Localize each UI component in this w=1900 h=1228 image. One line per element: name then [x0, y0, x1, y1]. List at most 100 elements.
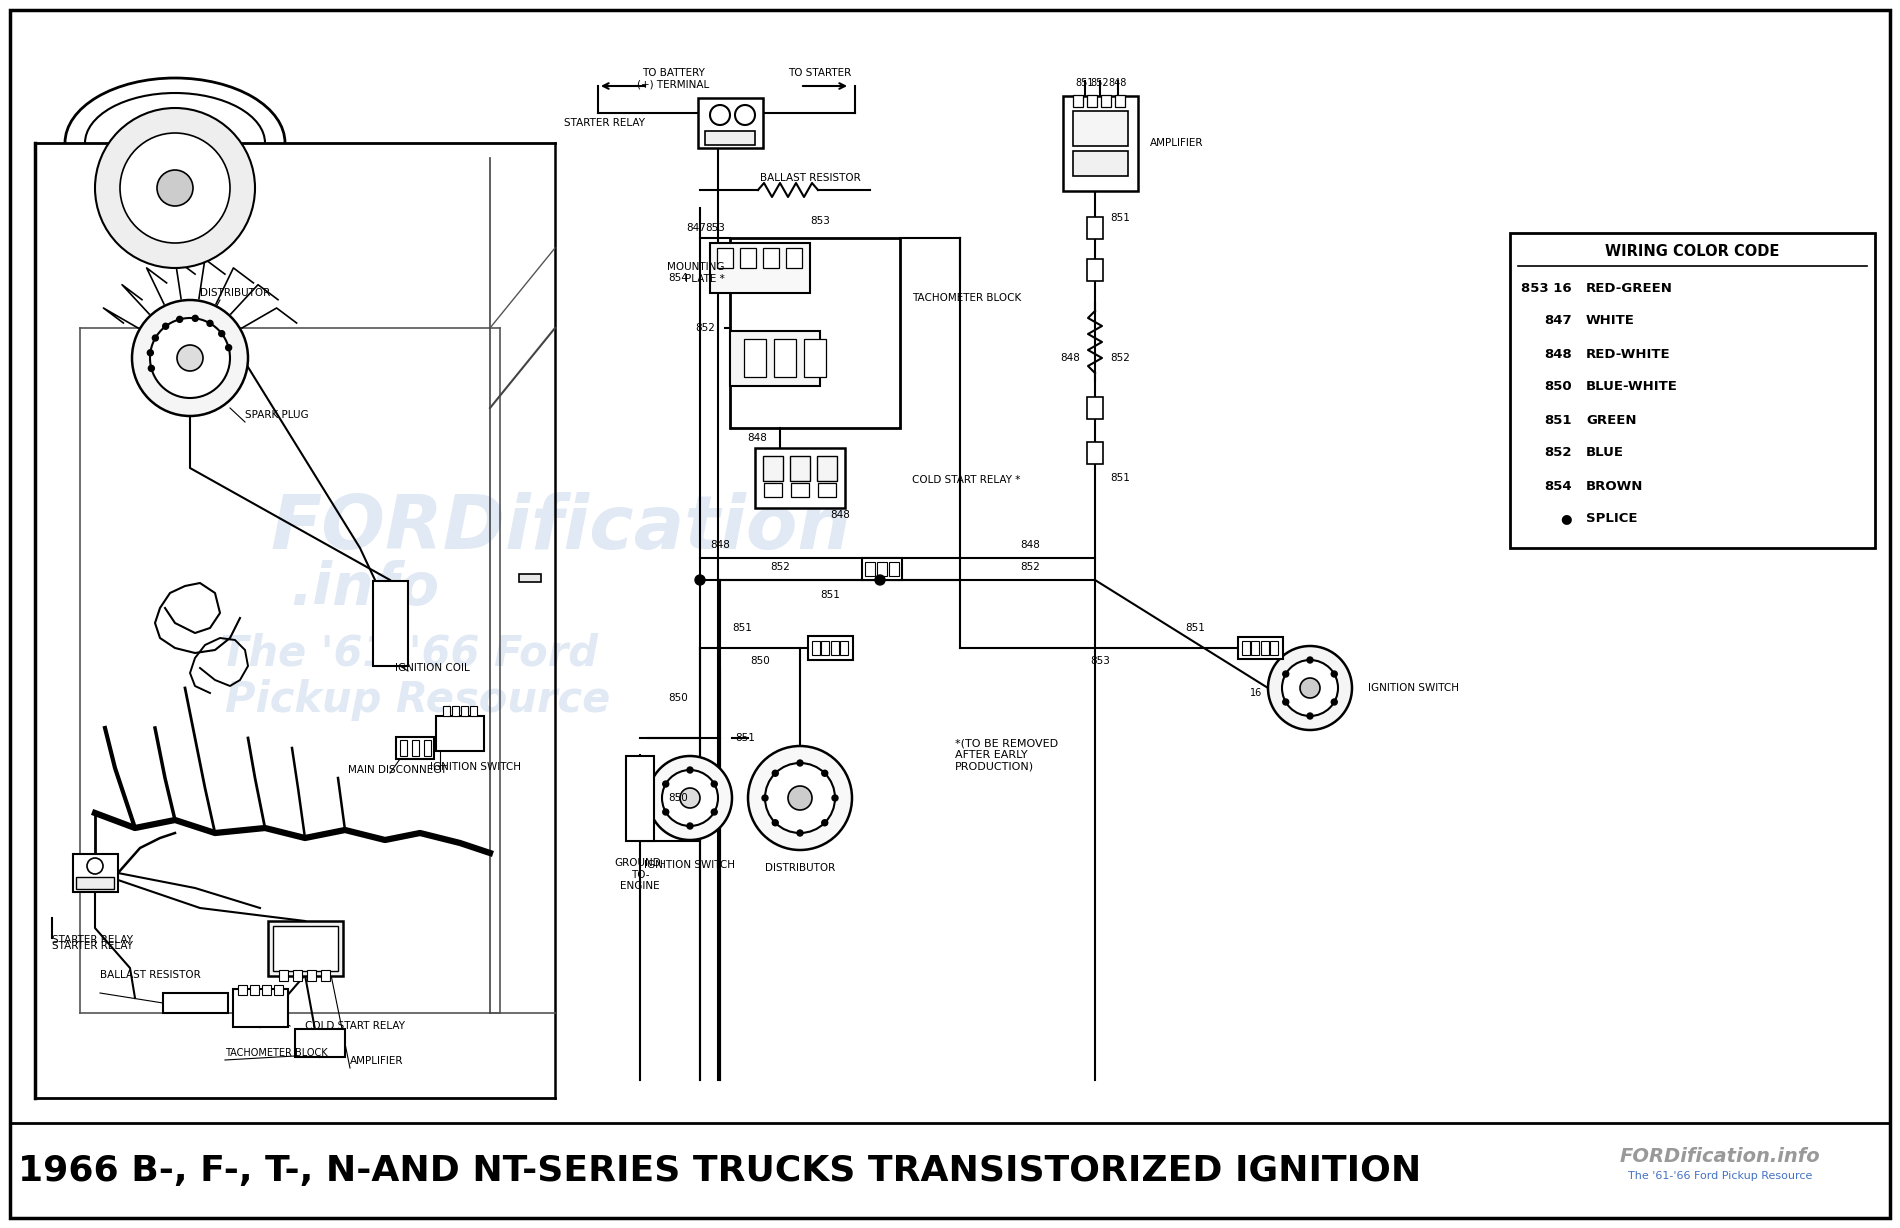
- Bar: [1087, 259, 1104, 281]
- Text: 853: 853: [705, 223, 726, 233]
- Bar: [238, 985, 247, 995]
- Circle shape: [1267, 646, 1353, 729]
- Circle shape: [87, 858, 103, 874]
- Bar: [1269, 641, 1279, 655]
- Bar: [1262, 641, 1269, 655]
- Bar: [1237, 637, 1283, 659]
- Text: 847: 847: [1545, 314, 1571, 328]
- Circle shape: [177, 317, 182, 323]
- Bar: [262, 985, 270, 995]
- Text: STARTER RELAY: STARTER RELAY: [51, 935, 133, 946]
- Bar: [412, 740, 418, 756]
- Circle shape: [663, 781, 669, 787]
- Circle shape: [1282, 659, 1338, 716]
- Circle shape: [711, 106, 730, 125]
- Bar: [1062, 96, 1138, 190]
- Circle shape: [207, 321, 213, 327]
- Circle shape: [680, 788, 699, 808]
- Text: TO STARTER: TO STARTER: [788, 68, 851, 79]
- Bar: [306, 969, 315, 980]
- Text: RED-GREEN: RED-GREEN: [1586, 281, 1672, 295]
- Bar: [764, 248, 779, 268]
- Text: 848: 848: [1020, 540, 1039, 550]
- Bar: [268, 921, 342, 975]
- Bar: [435, 716, 484, 750]
- Bar: [739, 248, 756, 268]
- Bar: [764, 456, 783, 480]
- Bar: [808, 636, 853, 659]
- Bar: [711, 243, 809, 293]
- Circle shape: [749, 745, 851, 850]
- Circle shape: [1332, 699, 1338, 705]
- Circle shape: [95, 108, 255, 268]
- Text: Pickup Resource: Pickup Resource: [224, 679, 610, 721]
- Circle shape: [688, 768, 694, 772]
- Text: 847: 847: [686, 223, 707, 233]
- Circle shape: [120, 133, 230, 243]
- Text: WHITE: WHITE: [1586, 314, 1634, 328]
- Circle shape: [1300, 678, 1320, 698]
- Bar: [821, 641, 828, 655]
- Circle shape: [648, 756, 732, 840]
- Circle shape: [218, 330, 224, 336]
- Circle shape: [832, 795, 838, 801]
- Text: 851: 851: [1075, 79, 1094, 88]
- Text: FORDification.info: FORDification.info: [1619, 1147, 1820, 1165]
- Circle shape: [821, 820, 828, 825]
- Circle shape: [771, 770, 779, 776]
- Bar: [790, 456, 809, 480]
- Text: IGNITION COIL: IGNITION COIL: [395, 663, 469, 673]
- Circle shape: [177, 345, 203, 371]
- Bar: [840, 641, 847, 655]
- Circle shape: [876, 575, 885, 585]
- Text: 851: 851: [1545, 414, 1571, 426]
- Bar: [249, 985, 258, 995]
- Bar: [469, 706, 477, 716]
- Bar: [811, 641, 821, 655]
- Text: IGNITION SWITCH: IGNITION SWITCH: [1368, 683, 1459, 693]
- Text: 1966 B-, F-, T-, N-AND NT-SERIES TRUCKS TRANSISTORIZED IGNITION: 1966 B-, F-, T-, N-AND NT-SERIES TRUCKS …: [19, 1154, 1421, 1187]
- Bar: [1115, 95, 1125, 107]
- Circle shape: [796, 830, 804, 836]
- Text: COLD START RELAY: COLD START RELAY: [306, 1020, 405, 1032]
- Bar: [730, 238, 901, 429]
- Text: TACHOMETER BLOCK: TACHOMETER BLOCK: [912, 293, 1022, 303]
- Bar: [1087, 217, 1104, 239]
- Text: 852: 852: [770, 562, 790, 572]
- Bar: [889, 562, 899, 576]
- Circle shape: [226, 345, 232, 351]
- Bar: [804, 339, 826, 377]
- Bar: [443, 706, 450, 716]
- Text: AMPLIFIER: AMPLIFIER: [1150, 138, 1203, 149]
- Bar: [279, 969, 287, 980]
- Bar: [819, 483, 836, 497]
- Bar: [460, 706, 467, 716]
- Bar: [372, 581, 407, 666]
- Text: STARTER RELAY: STARTER RELAY: [564, 118, 644, 128]
- Text: 853: 853: [1091, 656, 1110, 666]
- Circle shape: [148, 350, 154, 356]
- Bar: [787, 248, 802, 268]
- Bar: [274, 985, 283, 995]
- Text: RED-WHITE: RED-WHITE: [1586, 348, 1670, 361]
- Bar: [754, 448, 846, 508]
- Bar: [1250, 641, 1260, 655]
- Text: BROWN: BROWN: [1586, 479, 1644, 492]
- Text: 851: 851: [735, 733, 754, 743]
- Bar: [232, 989, 287, 1027]
- Bar: [1072, 151, 1127, 176]
- Circle shape: [1282, 699, 1288, 705]
- Text: DISTRIBUTOR: DISTRIBUTOR: [200, 289, 270, 298]
- Text: 851: 851: [1186, 623, 1205, 632]
- Text: DISTRIBUTOR: DISTRIBUTOR: [766, 863, 836, 873]
- Text: GROUND-
TO-
ENGINE: GROUND- TO- ENGINE: [616, 858, 665, 892]
- Text: TACHOMETER BLOCK: TACHOMETER BLOCK: [224, 1047, 327, 1059]
- Bar: [773, 339, 796, 377]
- Bar: [452, 706, 458, 716]
- Bar: [272, 926, 338, 970]
- Bar: [790, 483, 809, 497]
- Text: 850: 850: [750, 656, 770, 666]
- Text: 851: 851: [821, 589, 840, 600]
- Bar: [321, 969, 329, 980]
- Text: *(TO BE REMOVED
AFTER EARLY
PRODUCTION): *(TO BE REMOVED AFTER EARLY PRODUCTION): [956, 738, 1058, 771]
